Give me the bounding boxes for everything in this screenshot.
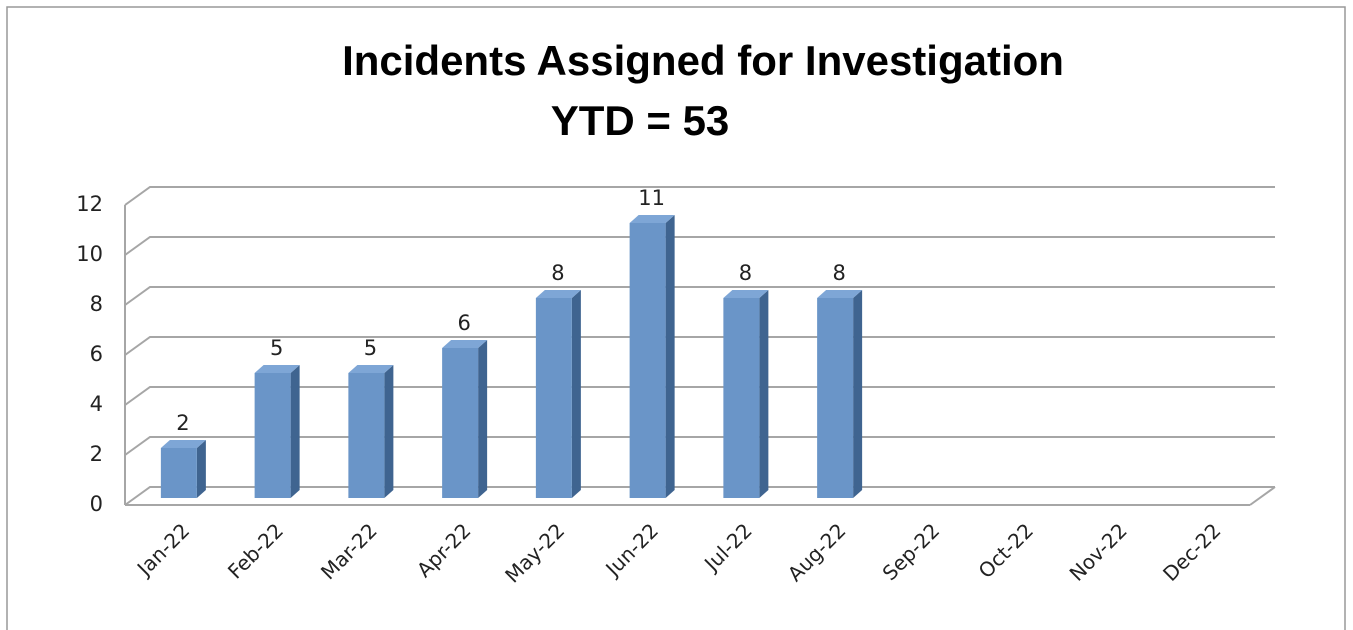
bar-side [196,440,206,498]
data-label: 5 [364,336,377,360]
bar [817,298,854,498]
x-tick-label: Jun-22 [599,518,663,582]
data-label: 8 [551,261,564,285]
grid-line [124,486,1275,506]
bar-top [254,365,300,373]
grid-line [124,236,1275,256]
y-tick-label: 10 [76,242,103,266]
bar [535,298,572,498]
bar-top [535,290,581,298]
chart-title: Incidents Assigned for Investigation [342,37,1064,84]
x-tick-label: Jan-22 [131,518,194,581]
bar-top [723,290,769,298]
bar-top [817,290,863,298]
x-tick-label: Mar-22 [316,518,382,584]
grid-line [124,336,1275,356]
x-tick-label: Feb-22 [223,518,288,583]
bar-top [629,215,675,223]
bar-side [759,290,769,498]
chart-border [6,6,1346,630]
x-tick-label: Sep-22 [878,518,945,585]
x-tick-label: Nov-22 [1065,518,1132,585]
bar [442,348,479,498]
x-tick-label: Dec-22 [1158,518,1225,585]
data-label: 8 [832,261,845,285]
grid-line [124,436,1275,456]
y-tick-label: 0 [90,492,103,516]
data-label: 11 [638,186,665,210]
grid-line [124,386,1275,406]
data-label: 6 [457,311,470,335]
bar [254,373,291,498]
data-label: 2 [176,411,189,435]
x-tick-label: Oct-22 [974,518,1039,583]
x-tick-label: Aug-22 [783,518,851,586]
bar-top [348,365,394,373]
data-label: 8 [739,261,752,285]
y-tick-label: 4 [90,392,103,416]
y-tick-label: 6 [90,342,103,366]
floor-right [1249,486,1276,506]
x-tick-label: May-22 [500,518,569,587]
grid-line [124,286,1275,306]
bar [629,223,666,498]
x-tick-label: Apr-22 [412,518,476,582]
bar-top [160,440,206,448]
x-tick-label: Jul-22 [698,518,757,577]
y-tick-label: 8 [90,292,103,316]
data-label: 5 [270,336,283,360]
bar-side [571,290,581,498]
bar-side [478,340,488,498]
bar [723,298,760,498]
bar-side [853,290,863,498]
bar-side [665,215,675,498]
bar [160,448,197,498]
bar [348,373,385,498]
y-tick-label: 2 [90,442,103,466]
bar-top [442,340,488,348]
grid-line [124,186,1275,206]
y-tick-label: 12 [76,192,103,216]
bar-side [384,365,394,498]
chart-subtitle: YTD = 53 [551,97,730,144]
bar-side [290,365,300,498]
